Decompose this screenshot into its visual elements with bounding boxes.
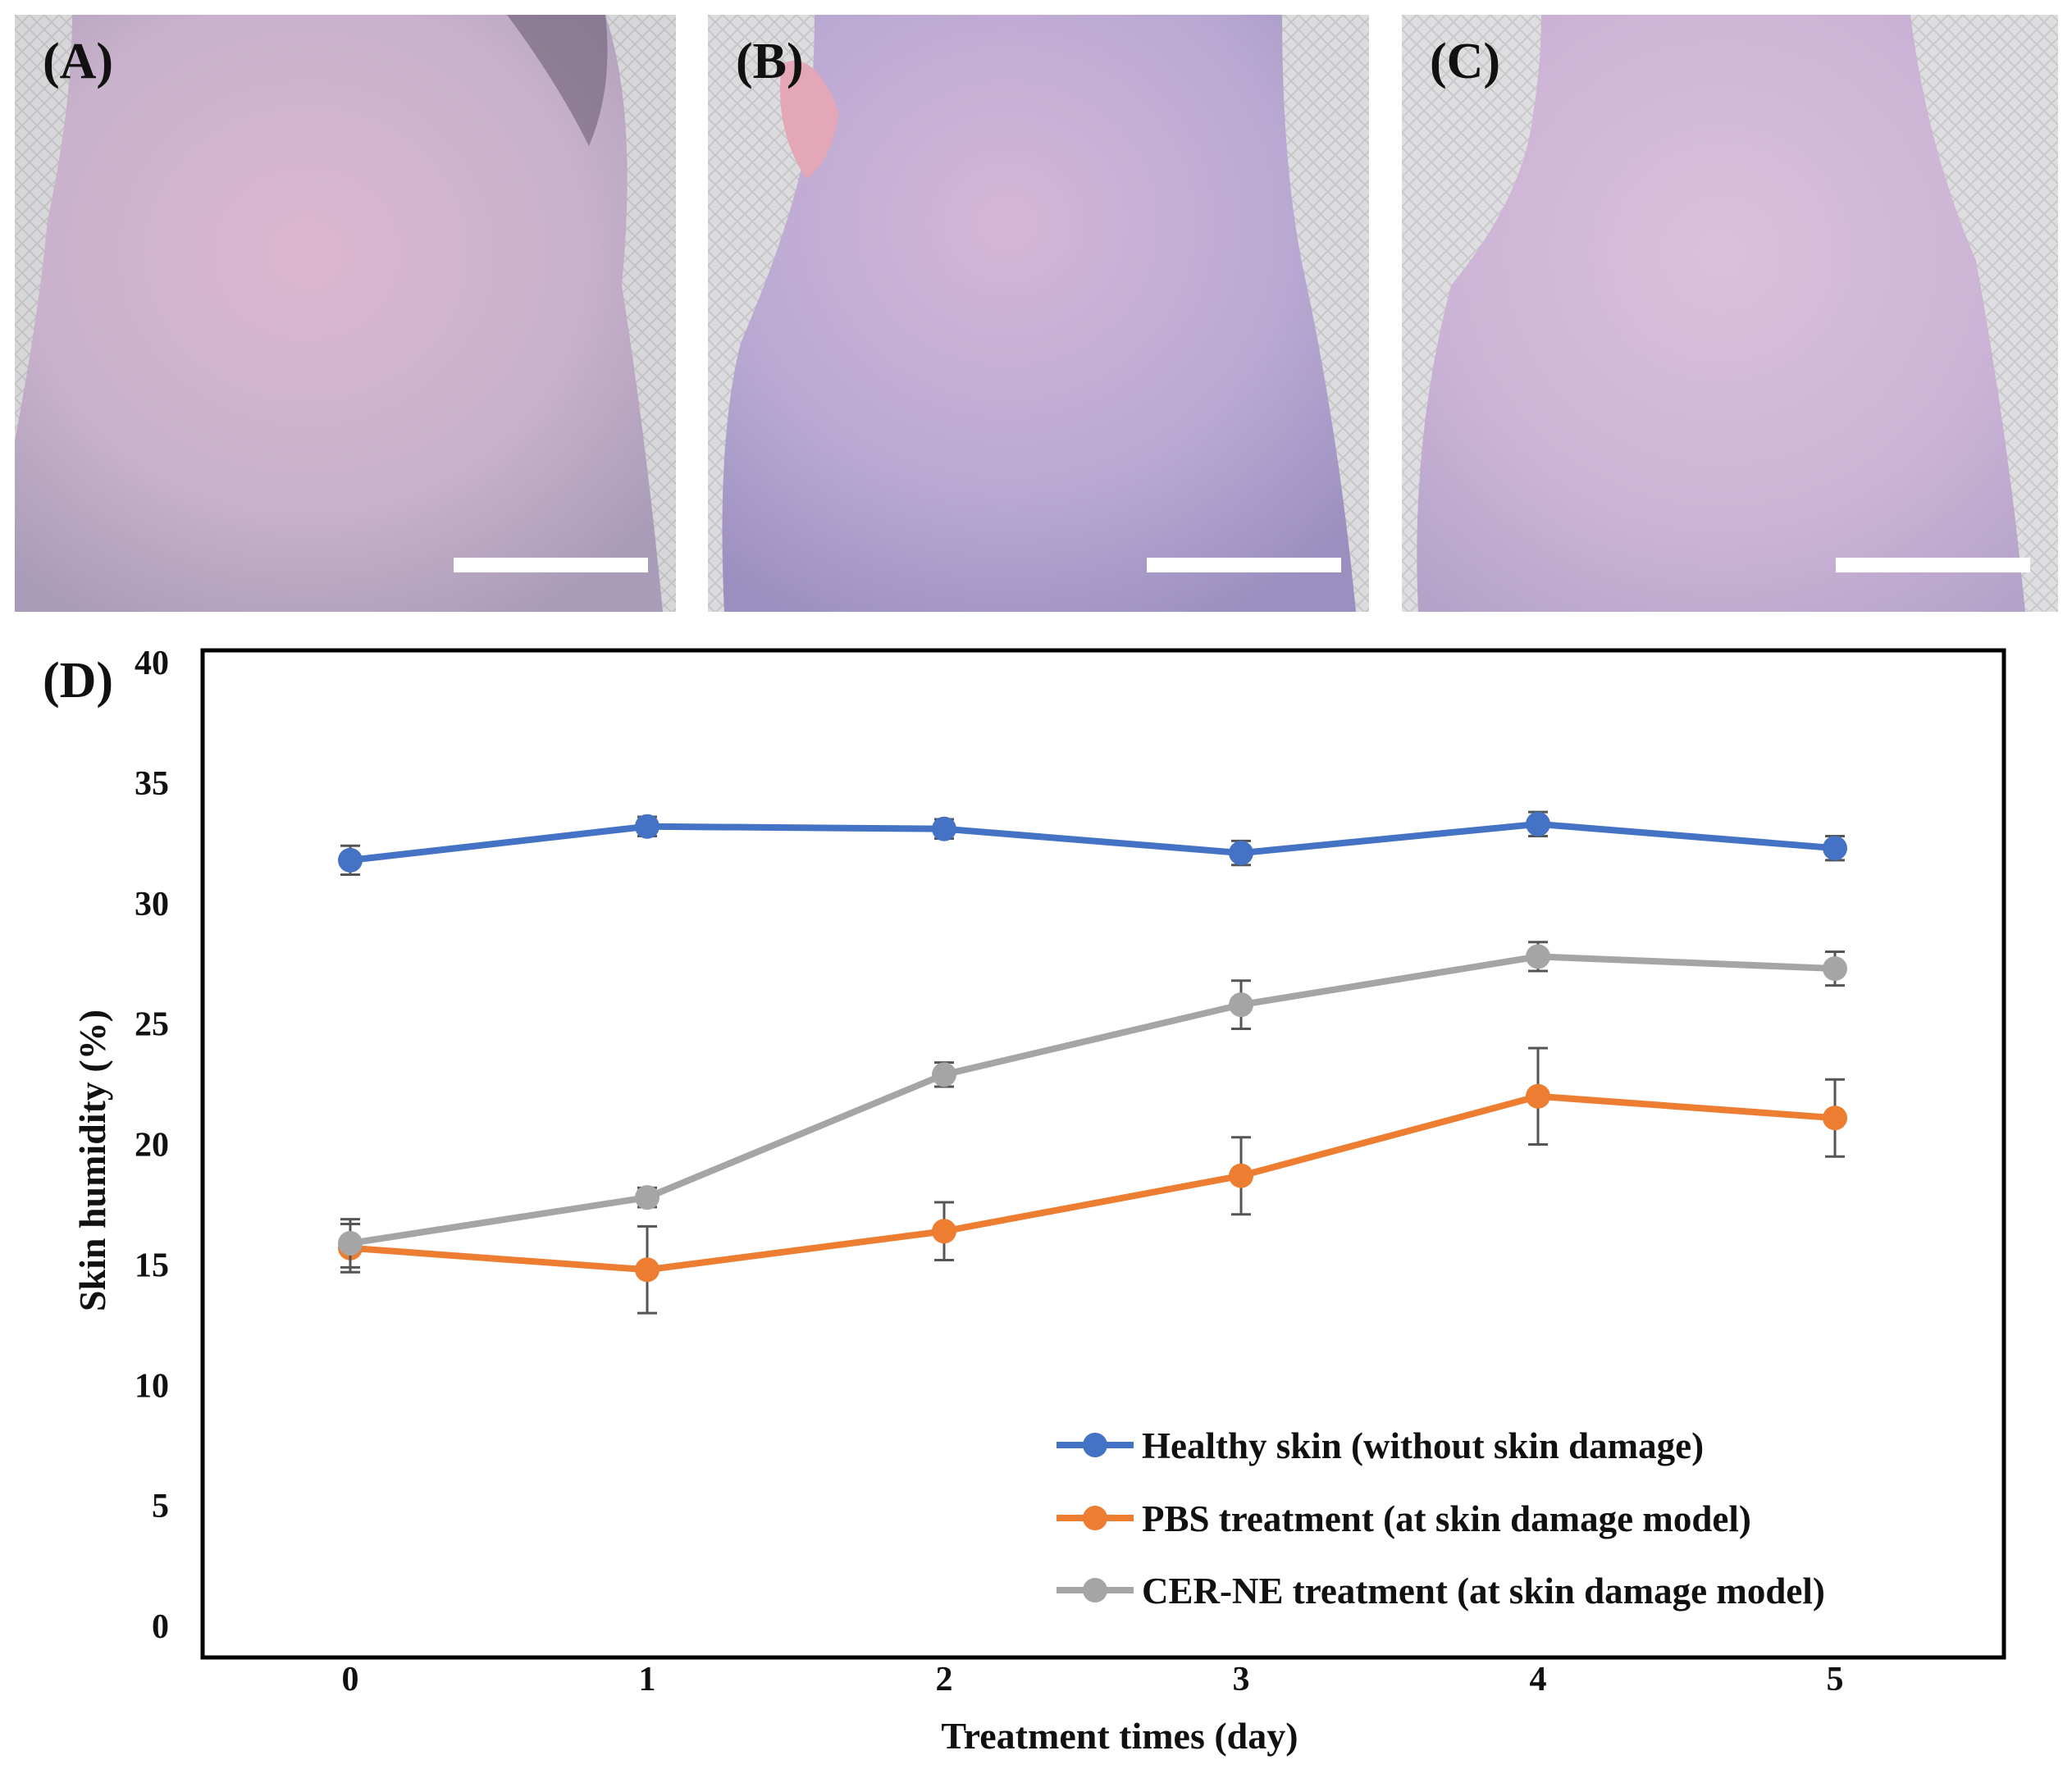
y-tick-label: 10 <box>135 1367 169 1405</box>
data-point <box>338 1230 363 1256</box>
series-pbs <box>338 1046 1847 1315</box>
panel-label-d: (D) <box>43 653 113 709</box>
legend: Healthy skin (without skin damage) PBS tr… <box>1057 1425 1825 1612</box>
data-point <box>932 1062 956 1087</box>
mouse-skin-photo-c <box>1402 15 2058 612</box>
y-tick-labels: 0 5 10 15 20 25 30 35 40 <box>135 645 169 1646</box>
x-tick-label: 0 <box>342 1661 359 1698</box>
data-point <box>1823 1106 1847 1131</box>
series-healthy <box>338 810 1847 876</box>
data-point <box>635 814 659 839</box>
data-point <box>338 847 363 873</box>
panel-label-b: (B) <box>736 34 804 89</box>
legend-label: Healthy skin (without skin damage) <box>1142 1425 1704 1466</box>
y-tick-label: 0 <box>152 1608 169 1646</box>
y-tick-label: 30 <box>135 886 169 923</box>
y-tick-label: 15 <box>135 1247 169 1284</box>
legend-marker <box>1083 1433 1107 1457</box>
legend-item: CER-NE treatment (at skin damage model) <box>1057 1571 1825 1612</box>
plot-frame <box>200 648 2006 1660</box>
mouse-skin-photo-b <box>708 15 1369 612</box>
series-line <box>349 1092 1836 1274</box>
y-tick-label: 5 <box>152 1488 169 1525</box>
data-point <box>1526 811 1550 837</box>
legend-label: CER-NE treatment (at skin damage model) <box>1142 1571 1825 1612</box>
data-point <box>635 1185 659 1210</box>
scale-bar <box>1147 558 1341 572</box>
data-point <box>932 1219 956 1244</box>
x-tick-labels: 0 1 2 3 4 5 <box>342 1661 1844 1698</box>
data-point <box>1526 1083 1550 1109</box>
x-tick-label: 1 <box>639 1661 656 1698</box>
series-line <box>349 953 1836 1247</box>
data-point <box>1229 841 1253 866</box>
x-axis-title: Treatment times (day) <box>941 1715 1298 1757</box>
x-tick-label: 2 <box>936 1661 953 1698</box>
data-point <box>1823 956 1847 982</box>
data-point <box>1229 992 1253 1018</box>
x-tick-label: 3 <box>1233 1661 1250 1698</box>
series-line <box>349 820 1836 864</box>
photo-panel-a: (A) <box>15 15 676 612</box>
data-point <box>1526 944 1550 969</box>
legend-label: PBS treatment (at skin damage model) <box>1142 1498 1751 1539</box>
data-point <box>932 816 956 841</box>
photo-panel-b: (B) <box>708 15 1369 612</box>
legend-marker <box>1083 1506 1107 1530</box>
series-cer <box>338 941 1847 1269</box>
legend-item: PBS treatment (at skin damage model) <box>1057 1498 1751 1539</box>
photo-panel-c: (C) <box>1402 15 2058 612</box>
data-point <box>1229 1163 1253 1188</box>
y-tick-label: 25 <box>135 1006 169 1044</box>
y-axis-title: Skin humidity (%) <box>71 1010 113 1311</box>
data-point <box>635 1257 659 1283</box>
mouse-skin-photo-a <box>15 15 676 612</box>
legend-item: Healthy skin (without skin damage) <box>1057 1425 1704 1466</box>
panel-label-c: (C) <box>1430 34 1501 89</box>
panel-label-a: (A) <box>43 34 114 89</box>
y-tick-label: 35 <box>135 765 169 803</box>
scale-bar <box>1836 558 2030 572</box>
series-layer <box>338 810 1847 1315</box>
humidity-line-chart: (D) Skin humidity (%) Treatment times (d… <box>43 645 2006 1757</box>
scale-bar <box>454 558 648 572</box>
x-tick-label: 5 <box>1827 1661 1844 1698</box>
legend-marker <box>1083 1578 1107 1602</box>
data-point <box>1823 836 1847 861</box>
y-tick-label: 40 <box>135 645 169 682</box>
x-tick-label: 4 <box>1530 1661 1547 1698</box>
y-tick-label: 20 <box>135 1127 169 1165</box>
